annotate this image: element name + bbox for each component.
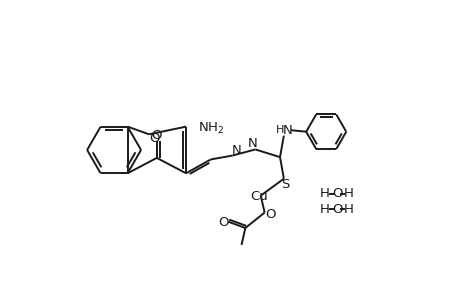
Text: Cu: Cu bbox=[250, 190, 268, 203]
Text: H: H bbox=[343, 203, 353, 216]
Text: H: H bbox=[319, 203, 329, 216]
Text: S: S bbox=[280, 178, 289, 191]
Text: N: N bbox=[247, 137, 257, 150]
Text: O: O bbox=[149, 132, 159, 145]
Text: N: N bbox=[282, 124, 292, 137]
Text: O: O bbox=[218, 216, 229, 229]
Text: O: O bbox=[151, 129, 162, 142]
Text: O: O bbox=[265, 208, 275, 220]
Text: O: O bbox=[331, 187, 342, 200]
Text: NH$_2$: NH$_2$ bbox=[197, 121, 224, 136]
Text: H: H bbox=[275, 125, 284, 135]
Text: N: N bbox=[231, 144, 241, 157]
Text: H: H bbox=[319, 187, 329, 200]
Text: O: O bbox=[331, 203, 342, 216]
Text: H: H bbox=[343, 187, 353, 200]
